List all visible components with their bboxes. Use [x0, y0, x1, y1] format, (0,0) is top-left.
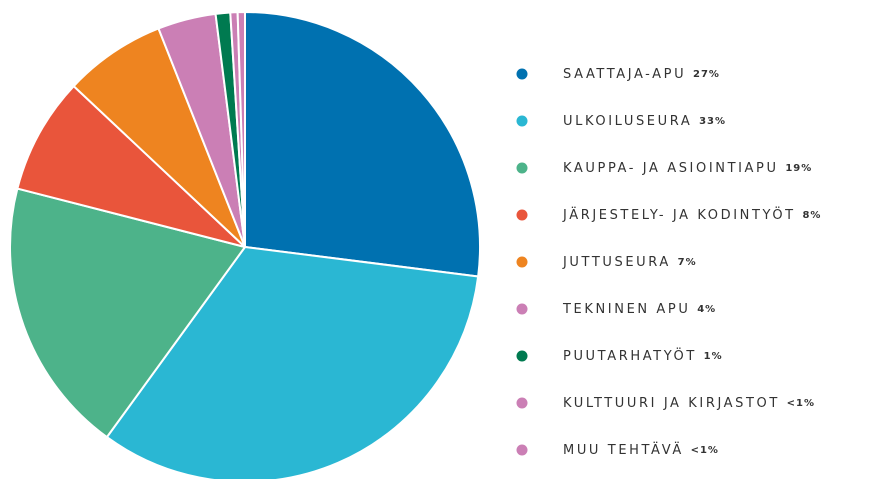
legend-label: PUUTARHATYÖT 1%: [563, 347, 723, 364]
legend-name: KAUPPA- JA ASIOINTIAPU: [563, 161, 779, 176]
legend-label: JUTTUSEURA 7%: [562, 255, 697, 270]
legend-label: JÄRJESTELY- JA KODINTYÖT 8%: [562, 206, 821, 223]
legend-marker: [516, 397, 528, 409]
legend-marker: [516, 350, 528, 362]
legend-marker: [516, 68, 528, 80]
pie-slice: [244, 11, 481, 278]
legend-label: MUU TEHTÄVÄ <1%: [563, 442, 719, 458]
legend-value: 1%: [704, 351, 723, 362]
legend-name: MUU TEHTÄVÄ: [563, 442, 684, 458]
legend-value: <1%: [691, 445, 719, 456]
legend-name: SAATTAJA-APU: [563, 67, 686, 82]
legend-value: 8%: [802, 210, 821, 221]
legend-label: KAUPPA- JA ASIOINTIAPU 19%: [563, 161, 812, 176]
legend-value: 7%: [678, 257, 697, 268]
legend-label: ULKOILUSEURA 33%: [563, 114, 726, 129]
legend-name: TEKNINEN APU: [562, 302, 690, 317]
legend-marker: [516, 115, 528, 127]
legend-value: 19%: [785, 163, 812, 174]
legend-label: SAATTAJA-APU 27%: [563, 67, 720, 82]
pie-slice: [16, 85, 246, 248]
legend-value: 27%: [693, 69, 720, 80]
pie-slice: [72, 27, 246, 248]
legend-label: TEKNINEN APU 4%: [562, 302, 716, 317]
pie-slice: [105, 246, 480, 479]
legend-value: 33%: [699, 116, 726, 127]
legend-marker: [516, 256, 528, 268]
legend-value: <1%: [787, 398, 815, 409]
legend-name: KULTTUURI JA KIRJASTOT: [563, 396, 780, 411]
pie-slice: [236, 11, 246, 248]
legend-marker: [516, 209, 528, 221]
legend-label: KULTTUURI JA KIRJASTOT <1%: [563, 396, 815, 411]
legend-value: 4%: [697, 304, 716, 315]
legend-name: JUTTUSEURA: [562, 255, 671, 270]
legend-name: ULKOILUSEURA: [563, 114, 692, 129]
legend-marker: [516, 303, 528, 315]
legend-marker: [516, 444, 528, 456]
pie-slice: [9, 187, 246, 439]
legend-name: JÄRJESTELY- JA KODINTYÖT: [562, 206, 796, 223]
legend-marker: [516, 162, 528, 174]
legend-name: PUUTARHATYÖT: [563, 347, 697, 364]
